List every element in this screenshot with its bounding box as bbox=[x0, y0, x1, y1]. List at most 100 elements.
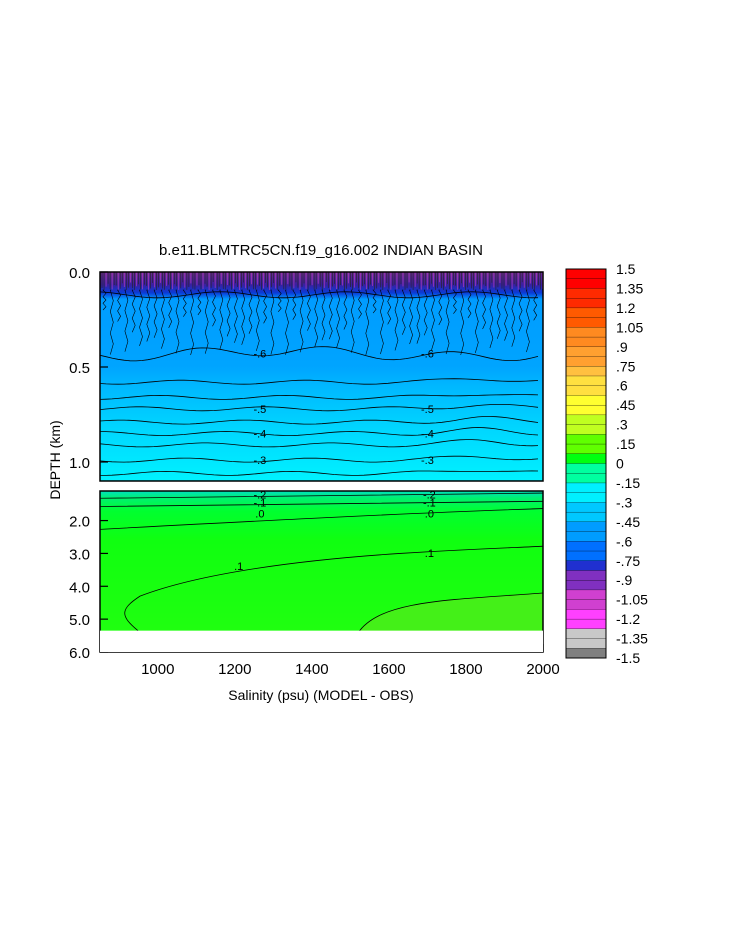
colorbar-swatch bbox=[565, 511, 607, 523]
colorbar-label: .3 bbox=[616, 417, 628, 433]
colorbar-label: .15 bbox=[616, 436, 636, 452]
lower-contour-label: .1 bbox=[234, 561, 243, 573]
upper-contour-squiggle bbox=[526, 289, 530, 353]
upper-contour-label: -.3 bbox=[421, 455, 434, 467]
upper-contour-squiggle bbox=[160, 289, 165, 349]
colorbar-swatch bbox=[565, 375, 607, 387]
colorbar-label: -1.35 bbox=[616, 631, 648, 647]
upper-contour-squiggle bbox=[431, 289, 435, 351]
upper-contour-squiggle bbox=[489, 289, 494, 349]
upper-panel-fill bbox=[100, 272, 543, 481]
upper-contour-squiggle bbox=[409, 289, 413, 345]
colorbar-swatch bbox=[565, 599, 607, 610]
upper-contour-squiggle bbox=[204, 289, 209, 354]
upper-contour-squiggle bbox=[387, 289, 392, 325]
no-data-band bbox=[100, 630, 543, 652]
upper-contour-squiggle bbox=[270, 289, 275, 355]
colorbar-swatch bbox=[565, 298, 607, 309]
colorbar-label: -.75 bbox=[616, 553, 640, 569]
upper-contour-squiggle bbox=[175, 289, 180, 354]
upper-contour-squiggle bbox=[343, 289, 348, 330]
x-tick-label: 1600 bbox=[372, 661, 405, 678]
lower-contour-line bbox=[100, 508, 543, 530]
upper-contour-squiggle bbox=[474, 289, 479, 353]
upper-contour-squiggle bbox=[255, 289, 260, 351]
upper-contour-label: -.4 bbox=[421, 429, 434, 441]
upper-contour-squiggle bbox=[380, 289, 384, 355]
lower-contour-line bbox=[124, 545, 543, 631]
upper-contour-squiggle bbox=[139, 289, 143, 346]
colorbar: 1.5 1.35 1.2 1.05 .9 .75 .6 .45 .3 .15 0 -.15 -.3 -.4… bbox=[565, 261, 648, 666]
upper-contour-squiggle bbox=[467, 289, 472, 319]
colorbar-swatch bbox=[565, 307, 607, 319]
colorbar-swatch bbox=[565, 638, 607, 649]
upper-contour-squiggle bbox=[212, 289, 216, 327]
upper-contour-squiggle bbox=[401, 289, 406, 335]
upper-contour-squiggle bbox=[365, 289, 370, 355]
colorbar-label: 1.35 bbox=[616, 280, 643, 296]
colorbar-label: .75 bbox=[616, 358, 636, 374]
upper-contour-squiggle bbox=[117, 289, 121, 322]
upper-contour-squiggle bbox=[277, 289, 282, 312]
lower-contour-line bbox=[100, 500, 543, 507]
colorbar-swatch bbox=[565, 366, 607, 377]
colorbar-swatch bbox=[565, 288, 607, 299]
colorbar-swatch bbox=[565, 531, 607, 542]
upper-contour-squiggle bbox=[292, 289, 297, 320]
upper-contour-squiggle bbox=[533, 289, 538, 321]
colorbar-label: -.45 bbox=[616, 514, 640, 530]
colorbar-label: .45 bbox=[616, 397, 636, 413]
colorbar-swatch bbox=[565, 414, 607, 426]
colorbar-label: 1.5 bbox=[616, 261, 636, 277]
upper-contour-squiggle bbox=[423, 289, 428, 336]
upper-contour-squiggle bbox=[460, 289, 465, 355]
y-tick-label: 0.0 bbox=[69, 265, 90, 282]
lower-contours: -.2 -.2-.1 -.1.0.0.1.1 bbox=[100, 489, 543, 633]
upper-contour-label: -.6 bbox=[253, 349, 266, 361]
chart-title: b.e11.BLMTRC5CN.f19_g16.002 INDIAN BASIN bbox=[159, 242, 483, 259]
colorbar-label: 1.05 bbox=[616, 319, 643, 335]
upper-contour-squiggle bbox=[438, 289, 443, 326]
x-axis-title: Salinity (psu) (MODEL - OBS) bbox=[228, 687, 413, 703]
upper-contour-squiggle bbox=[394, 289, 399, 351]
colorbar-swatch bbox=[565, 395, 607, 406]
colorbar-swatch bbox=[565, 317, 607, 328]
lower-panel: -.2 -.2-.1 -.1.0.0.1.1 bbox=[99, 489, 544, 653]
colorbar-label: -1.05 bbox=[616, 592, 648, 608]
x-tick-label: 2000 bbox=[526, 661, 559, 678]
upper-contour-squiggle bbox=[328, 289, 333, 340]
x-tick-label: 1800 bbox=[449, 661, 482, 678]
colorbar-swatch bbox=[565, 502, 607, 513]
upper-contour-squiggle bbox=[372, 289, 377, 314]
x-tick-label: 1400 bbox=[295, 661, 328, 678]
colorbar-label: .9 bbox=[616, 339, 628, 355]
colorbar-label: -.9 bbox=[616, 572, 633, 588]
lower-contour-label: -.2 bbox=[253, 489, 266, 501]
colorbar-label: 1.2 bbox=[616, 300, 636, 316]
upper-contour-squiggle bbox=[511, 289, 516, 347]
upper-contour-line bbox=[100, 378, 539, 385]
colorbar-swatch bbox=[565, 356, 607, 367]
upper-contour-squiggle bbox=[350, 289, 355, 353]
upper-contour-squiggle bbox=[109, 289, 114, 355]
colorbar-swatch bbox=[565, 278, 607, 289]
upper-panel: -.6 -.6 -.5 -.5 -.4 -.4 -.3 -.3 bbox=[99, 271, 544, 482]
upper-contour-line bbox=[100, 394, 539, 400]
upper-contour-squiggle bbox=[153, 289, 158, 338]
upper-contour-squiggle bbox=[496, 289, 501, 339]
upper-contour-squiggle bbox=[314, 289, 319, 348]
y-axis-title: DEPTH (km) bbox=[47, 420, 63, 499]
lower-contour-label: -.1 bbox=[253, 498, 266, 510]
y-tick-label: 5.0 bbox=[69, 612, 90, 629]
colorbar-swatch bbox=[565, 570, 607, 581]
lower-contour-label: -.2 bbox=[423, 489, 436, 501]
colorbar-label: -.3 bbox=[616, 494, 633, 510]
y-tick-label: 6.0 bbox=[69, 645, 90, 662]
colorbar-swatch bbox=[565, 541, 607, 552]
colorbar-swatch bbox=[565, 628, 607, 640]
colorbar-swatch bbox=[565, 434, 607, 445]
colorbar-swatch bbox=[565, 443, 607, 455]
upper-contour-squiggle bbox=[102, 289, 107, 311]
upper-contour-squiggle bbox=[482, 289, 486, 330]
lower-contour-label: .0 bbox=[425, 508, 434, 520]
